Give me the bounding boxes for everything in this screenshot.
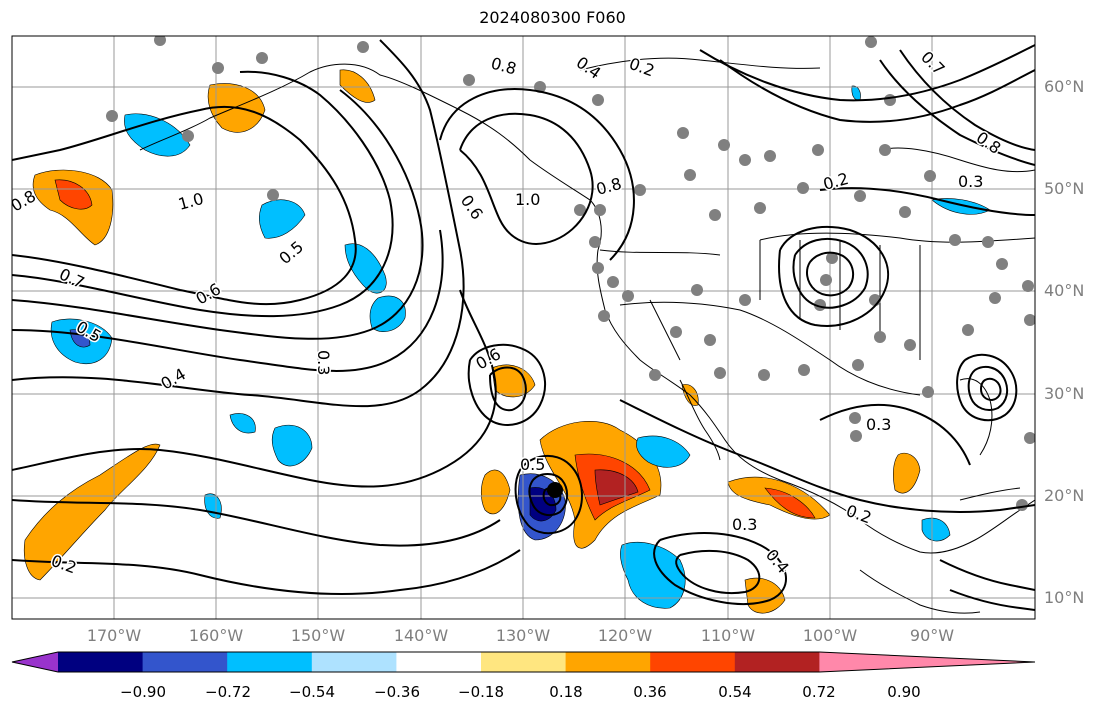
lat-label: 20°N <box>1044 486 1085 505</box>
map-frame <box>11 35 1036 620</box>
colorbar-extend-left <box>12 652 58 672</box>
colorbar-segment <box>142 652 228 672</box>
colorbar-label: −0.54 <box>289 683 335 701</box>
negative-anomaly-region <box>259 199 306 239</box>
colorbar-label: 0.18 <box>549 683 583 701</box>
lon-label: 140°W <box>393 626 449 645</box>
negative-anomaly-region <box>271 424 313 467</box>
colorbar-label: 0.54 <box>718 683 752 701</box>
contour-label: 0.3 <box>866 415 891 434</box>
lon-label: 170°W <box>86 626 142 645</box>
colorbar-segment <box>565 652 651 672</box>
positive-anomaly-region <box>893 452 921 494</box>
positive-anomaly-core <box>54 179 93 210</box>
negative-anomaly-region <box>124 113 191 157</box>
lat-label: 60°N <box>1044 77 1085 96</box>
colorbar-label: −0.90 <box>120 683 166 701</box>
lat-label: 30°N <box>1044 384 1085 403</box>
negative-anomaly-region <box>636 435 691 468</box>
station-markers <box>106 36 1035 511</box>
lat-label: 40°N <box>1044 281 1085 300</box>
positive-anomaly-region <box>339 69 376 103</box>
contour-lines <box>12 39 1035 611</box>
negative-anomaly-region <box>229 413 256 434</box>
lon-label: 150°W <box>290 626 346 645</box>
negative-anomaly-region <box>620 542 686 609</box>
graticule <box>12 36 1035 619</box>
colorbar-label: −0.18 <box>458 683 504 701</box>
contour-label: 0.3 <box>958 172 983 191</box>
colorbar-extend-right <box>819 652 1035 672</box>
negative-anomaly-region <box>921 517 951 542</box>
lat-label: 50°N <box>1044 179 1085 198</box>
colorbar-segment <box>58 652 144 672</box>
contour-label: 0.3 <box>314 350 333 375</box>
colorbar-segment <box>734 652 820 672</box>
negative-anomaly-region <box>369 295 406 332</box>
lon-label: 130°W <box>495 626 551 645</box>
lon-label: 90°W <box>909 626 955 645</box>
lon-label: 120°W <box>597 626 653 645</box>
map-area: 1.0 0.8 0.7 0.6 0.5 0.4 0.3 0.2 0.5 0.6 … <box>12 36 1035 619</box>
lat-label: 10°N <box>1044 588 1085 607</box>
map-title: 2024080300 F060 <box>479 8 626 27</box>
colorbar-segment <box>481 652 567 672</box>
colorbar-label: 0.36 <box>633 683 667 701</box>
colorbar-segment <box>396 652 482 672</box>
colorbar-label: −0.72 <box>205 683 251 701</box>
lon-label: 100°W <box>802 626 858 645</box>
colorbar-segment <box>311 652 397 672</box>
colorbar-label: 0.72 <box>802 683 836 701</box>
contour-label: 0.5 <box>520 455 545 474</box>
positive-anomaly-region <box>480 469 511 515</box>
colorbar-outline <box>11 651 1036 673</box>
lon-label: 110°W <box>700 626 756 645</box>
colorbar-segment <box>650 652 736 672</box>
contour-label: 1.0 <box>515 190 540 209</box>
contour-label: 0.3 <box>732 515 757 534</box>
colorbar-label: 0.90 <box>887 683 921 701</box>
colorbar-label: −0.36 <box>374 683 420 701</box>
positive-anomaly-region <box>23 443 161 581</box>
colorbar <box>11 651 1036 673</box>
storm-center-marker <box>547 482 563 498</box>
lon-label: 160°W <box>188 626 244 645</box>
colorbar-segment <box>227 652 313 672</box>
